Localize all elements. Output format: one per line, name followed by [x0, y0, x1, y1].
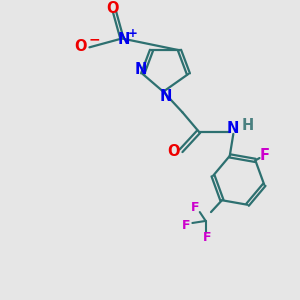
Text: F: F [260, 148, 270, 163]
Text: F: F [191, 201, 200, 214]
Text: N: N [117, 32, 130, 47]
Text: +: + [128, 27, 138, 40]
Text: H: H [242, 118, 254, 133]
Text: −: − [89, 32, 100, 46]
Text: N: N [135, 62, 147, 77]
Text: N: N [160, 89, 172, 104]
Text: N: N [226, 121, 239, 136]
Text: O: O [106, 1, 118, 16]
Text: F: F [182, 219, 191, 232]
Text: O: O [167, 144, 180, 159]
Text: F: F [203, 231, 212, 244]
Text: O: O [74, 39, 87, 54]
